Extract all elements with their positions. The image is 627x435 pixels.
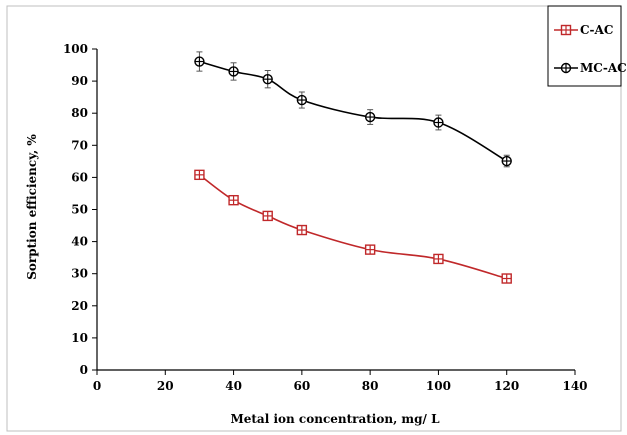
axes: 0 10 20 30 40 50 60 70 80 90 100 0 20 40 60 80 100 120 140	[63, 42, 588, 393]
legend: C-AC MC-AC	[547, 5, 627, 87]
x-tick-label: 80	[362, 379, 379, 393]
chart-border	[6, 5, 622, 432]
x-tick-label: 0	[93, 379, 101, 393]
data-point	[262, 210, 273, 222]
series-c-ac	[194, 169, 512, 284]
series-line	[199, 60, 508, 162]
y-tick-label: 60	[71, 170, 88, 184]
data-point	[364, 244, 376, 255]
legend-marker	[560, 24, 572, 36]
x-tick-label: 120	[494, 379, 519, 393]
data-point	[262, 73, 273, 85]
data-point	[296, 94, 308, 106]
y-tick-label: 70	[71, 138, 88, 152]
legend-label: MC-AC	[580, 61, 627, 75]
legend-label: C-AC	[580, 23, 613, 37]
data-point	[228, 194, 239, 206]
data-point	[433, 253, 444, 265]
y-tick-label: 80	[71, 106, 88, 120]
y-tick-label: 100	[63, 42, 88, 56]
x-axis-label: Metal ion concentration, mg/ L	[230, 412, 440, 426]
data-point	[228, 66, 239, 77]
legend-item-mc-ac: MC-AC	[554, 61, 627, 75]
y-tick-label: 30	[71, 267, 88, 281]
y-tick-label: 10	[71, 331, 88, 345]
legend-marker	[560, 62, 572, 74]
y-axis-label: Sorption efficiency, %	[25, 134, 39, 280]
y-tick-label: 20	[71, 299, 88, 313]
x-tick-label: 140	[562, 379, 587, 393]
legend-box	[547, 5, 622, 87]
y-tick-label: 90	[71, 74, 88, 88]
x-tick-label: 60	[294, 379, 311, 393]
data-point	[501, 273, 512, 284]
series-layer	[194, 51, 512, 284]
y-tick-label: 50	[71, 203, 88, 217]
x-tick-label: 100	[426, 379, 451, 393]
y-tick-label: 40	[71, 235, 88, 249]
x-tick-label: 20	[157, 379, 174, 393]
x-tick-label: 40	[225, 379, 242, 393]
data-point	[194, 169, 205, 181]
legend-item-c-ac: C-AC	[554, 23, 613, 37]
series-mc-ac	[194, 51, 512, 168]
data-point	[501, 155, 512, 167]
data-point	[364, 111, 376, 123]
data-point	[194, 56, 205, 67]
data-point	[296, 224, 308, 236]
data-point	[433, 117, 444, 128]
series-line	[198, 174, 507, 280]
y-tick-label: 0	[80, 363, 88, 377]
